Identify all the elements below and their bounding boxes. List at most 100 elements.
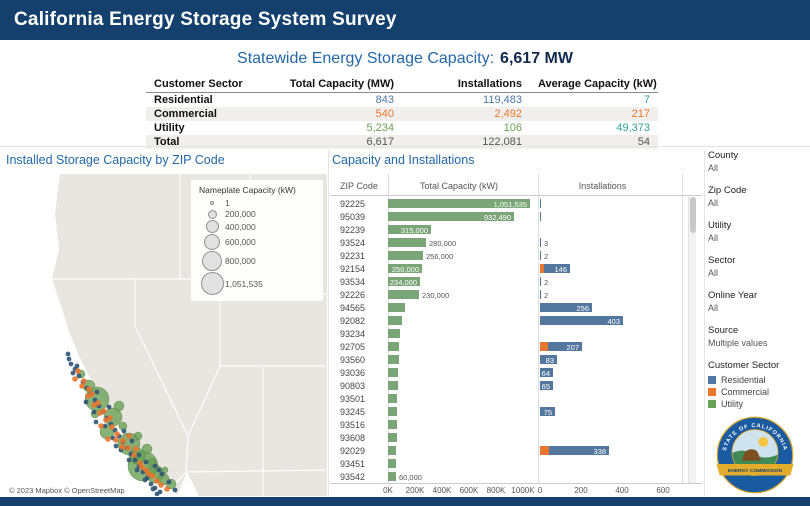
capacity-bar[interactable]: [388, 316, 402, 325]
legend-item-residential[interactable]: Residential: [708, 375, 806, 385]
capacity-bar[interactable]: [388, 459, 396, 468]
installations-bar[interactable]: 256: [540, 303, 592, 313]
scrollbar-thumb[interactable]: [690, 197, 696, 233]
map-point-residential[interactable]: [152, 463, 158, 469]
map-point-residential[interactable]: [113, 443, 119, 449]
filter-zip-code[interactable]: Zip Code All: [708, 185, 806, 208]
capacity-bar[interactable]: [388, 472, 396, 481]
map-point-commercial[interactable]: [143, 467, 149, 473]
map-point-residential[interactable]: [91, 409, 97, 415]
map-point-residential[interactable]: [154, 491, 160, 496]
installations-bar[interactable]: 146: [544, 264, 570, 274]
filter-sector[interactable]: Sector All: [708, 255, 806, 278]
capacity-bar[interactable]: 315,000: [388, 225, 431, 235]
map-point-residential[interactable]: [132, 457, 138, 463]
capacity-bar[interactable]: [388, 381, 398, 390]
map-point-commercial[interactable]: [139, 464, 145, 470]
map-point-residential[interactable]: [94, 389, 100, 395]
installations-bar[interactable]: [540, 238, 541, 247]
map-point-residential[interactable]: [134, 467, 140, 473]
map-point-commercial[interactable]: [79, 383, 85, 389]
map-point-residential[interactable]: [172, 487, 178, 493]
legend-item-commercial[interactable]: Commercial: [708, 387, 806, 397]
installations-bar[interactable]: [540, 290, 541, 299]
map-point-commercial[interactable]: [95, 400, 101, 406]
map-point-residential[interactable]: [93, 419, 99, 425]
installations-bar[interactable]: [540, 251, 541, 260]
map-point-residential[interactable]: [136, 452, 142, 458]
capacity-bar[interactable]: [388, 368, 398, 377]
map-point-commercial[interactable]: [146, 471, 152, 477]
capacity-bar[interactable]: [388, 433, 397, 442]
map-point-residential[interactable]: [142, 477, 148, 483]
map-point-residential[interactable]: [65, 351, 71, 357]
capacity-bar[interactable]: [388, 342, 399, 351]
map-point-utility[interactable]: [113, 400, 125, 412]
map-point-commercial[interactable]: [125, 445, 131, 451]
capacity-bar[interactable]: [388, 303, 405, 312]
chart-scrollbar[interactable]: [688, 197, 696, 483]
map-point-residential[interactable]: [150, 486, 156, 492]
capacity-bar[interactable]: 1,051,535: [388, 199, 530, 209]
capacity-bar[interactable]: [388, 394, 397, 403]
filter-county[interactable]: County All: [708, 150, 806, 173]
installations-bar[interactable]: 64: [540, 368, 553, 378]
installations-bar-commercial[interactable]: [540, 446, 549, 455]
map-point-residential[interactable]: [70, 370, 76, 376]
installations-bar[interactable]: 403: [540, 316, 623, 326]
map-point-commercial[interactable]: [164, 486, 170, 492]
map-point-residential[interactable]: [121, 428, 127, 434]
capacity-bar[interactable]: 932,490: [388, 212, 514, 222]
map-point-residential[interactable]: [76, 373, 82, 379]
capacity-bar[interactable]: [388, 420, 397, 429]
map-point-commercial[interactable]: [113, 437, 119, 443]
capacity-bar[interactable]: [388, 290, 419, 299]
map-point-commercial[interactable]: [131, 452, 137, 458]
map-point-commercial[interactable]: [75, 368, 81, 374]
map-point-residential[interactable]: [83, 399, 89, 405]
capacity-bar[interactable]: [388, 355, 399, 364]
capacity-bar[interactable]: [388, 329, 400, 338]
installations-bar[interactable]: 75: [540, 407, 555, 417]
capacity-bar[interactable]: [388, 407, 397, 416]
map-point-commercial[interactable]: [120, 438, 126, 444]
map-point-utility[interactable]: [141, 443, 153, 455]
map-point-utility[interactable]: [161, 466, 169, 474]
map-point-commercial[interactable]: [133, 446, 139, 452]
capacity-bar[interactable]: [388, 251, 423, 260]
installations-bar[interactable]: [540, 212, 541, 221]
filter-online-year[interactable]: Online Year All: [708, 290, 806, 313]
map-point-commercial[interactable]: [98, 423, 104, 429]
capacity-bar[interactable]: 250,000: [388, 264, 422, 274]
map-point-residential[interactable]: [106, 404, 112, 410]
capacity-bar[interactable]: [388, 446, 396, 455]
map-point-commercial[interactable]: [126, 433, 132, 439]
map-point-commercial[interactable]: [101, 408, 107, 414]
map-point-residential[interactable]: [143, 459, 149, 465]
map-point-residential[interactable]: [68, 361, 74, 367]
installations-bar[interactable]: 65: [540, 381, 553, 391]
map-point-commercial[interactable]: [81, 378, 87, 384]
map-point-commercial[interactable]: [89, 391, 95, 397]
map-point-residential[interactable]: [166, 479, 172, 485]
capacity-bar[interactable]: [388, 238, 426, 247]
map-point-commercial[interactable]: [158, 482, 164, 488]
capacity-bar[interactable]: 234,000: [388, 277, 420, 287]
map-point-residential[interactable]: [129, 438, 135, 444]
installations-bar[interactable]: 83: [540, 355, 557, 365]
map-point-residential[interactable]: [156, 467, 162, 473]
map-point-commercial[interactable]: [114, 431, 120, 437]
map-point-commercial[interactable]: [105, 436, 111, 442]
map-point-residential[interactable]: [126, 457, 132, 463]
map-point-commercial[interactable]: [107, 415, 113, 421]
installations-bar[interactable]: [540, 199, 541, 208]
installations-bar-commercial[interactable]: [540, 264, 544, 273]
installations-bar[interactable]: 338: [549, 446, 609, 456]
filter-utility[interactable]: Utility All: [708, 220, 806, 243]
map-point-commercial[interactable]: [119, 444, 125, 450]
map-point-commercial[interactable]: [86, 386, 92, 392]
map-point-residential[interactable]: [159, 471, 165, 477]
map-point-residential[interactable]: [102, 423, 108, 429]
zip-code-map[interactable]: Nameplate Capacity (kW) 1 200,000 400,000 6…: [5, 174, 327, 496]
map-point-utility[interactable]: [118, 421, 128, 431]
